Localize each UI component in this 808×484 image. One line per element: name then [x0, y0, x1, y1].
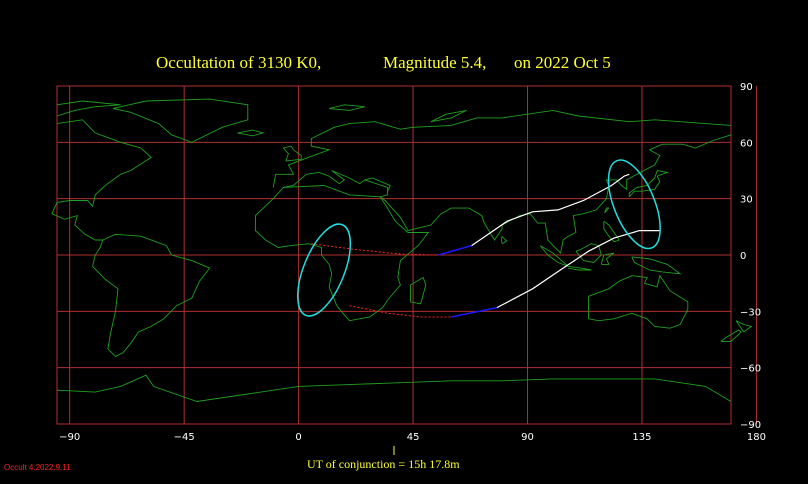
title-magnitude: Magnitude 5.4,: [383, 53, 486, 72]
longitude-tick-label: 90: [521, 432, 534, 443]
world-map: [51, 85, 757, 425]
coast-sumatra: [539, 245, 569, 267]
coast-new-zealand: [720, 329, 742, 342]
south-limit-path: [496, 230, 660, 309]
longitude-tick-label: 180: [747, 432, 766, 443]
conjunction-time-label: UT of conjunction = 15h 17.8m: [307, 457, 460, 471]
coast-new-zealand-north: [735, 320, 753, 333]
coast-north-america: [51, 119, 152, 241]
coast-madagascar: [410, 276, 427, 305]
longitude-tick-label: 135: [632, 432, 651, 443]
longitude-tick-label: 45: [407, 432, 420, 443]
north-limit-twilight-segment: [311, 243, 439, 256]
coast-mediterranean: [283, 170, 391, 192]
occultation-paths: [297, 159, 661, 318]
coast-australia: [588, 274, 689, 329]
title-event: Occultation of 3130 K0,: [156, 53, 321, 72]
coast-java: [568, 265, 592, 271]
coast-novaya-zemlya: [430, 109, 467, 123]
software-version: Occult 4.2022.9.11: [4, 463, 71, 472]
coast-uk: [282, 145, 302, 162]
coast-eurasia: [272, 109, 732, 188]
longitude-tick-label: 0: [295, 432, 301, 443]
coast-sri-lanka: [500, 235, 508, 245]
coast-sulawesi: [600, 252, 615, 265]
coast-japan: [628, 169, 670, 198]
latitude-tick-label: 60: [740, 138, 753, 149]
title-date: on 2022 Oct 5: [514, 53, 611, 72]
latitude-tick-label: 30: [740, 195, 753, 206]
coast-greenland: [112, 98, 249, 143]
latitude-tick-label: 90: [740, 82, 753, 93]
map-grid: [57, 86, 757, 424]
coast-new-guinea: [631, 256, 682, 275]
coast-philippines: [603, 220, 620, 243]
coastlines: [51, 98, 753, 402]
coast-arctic-islands: [56, 100, 121, 117]
latitude-tick-label: 0: [740, 251, 746, 262]
latitude-tick-label: −60: [740, 364, 761, 375]
path-start-limit-ellipse: [297, 223, 352, 317]
coast-antarctica: [56, 374, 732, 402]
latitude-tick-label: −30: [740, 307, 761, 318]
north-limit-sunrise-segment: [438, 244, 472, 256]
path-end-limit-ellipse: [607, 159, 661, 250]
south-limit-sunrise-segment: [451, 306, 498, 318]
coast-south-asia: [364, 134, 732, 255]
latitude-tick-label: −90: [740, 420, 761, 431]
coast-africa: [254, 185, 430, 322]
latitude-labels: 90 60 30 0 −30 −60 −90: [740, 82, 761, 431]
coast-taiwan: [604, 207, 610, 214]
coast-south-america: [92, 233, 211, 357]
longitude-tick-label: −90: [59, 432, 80, 443]
coast-svalbard: [328, 104, 365, 111]
north-limit-path: [471, 173, 630, 247]
coast-iceland: [237, 129, 265, 137]
coast-borneo: [575, 243, 602, 263]
longitude-tick-label: −45: [174, 432, 195, 443]
